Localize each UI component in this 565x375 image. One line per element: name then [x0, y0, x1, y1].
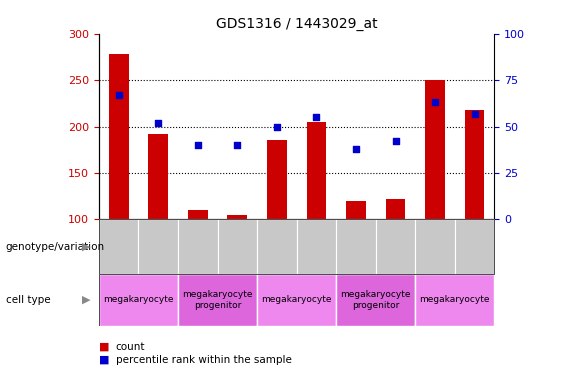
Point [312, 114, 321, 120]
Text: megakaryocyte: megakaryocyte [262, 296, 332, 304]
Bar [415, 274, 494, 326]
Bar [257, 219, 415, 274]
Bar [307, 122, 327, 219]
Text: ■: ■ [99, 355, 110, 365]
Point [431, 99, 440, 105]
Point [114, 92, 123, 98]
Text: ▶: ▶ [82, 242, 90, 252]
Text: megakaryocyte: megakaryocyte [420, 296, 490, 304]
Bar [188, 210, 208, 219]
Point [391, 138, 400, 144]
Bar [415, 219, 494, 274]
Point [193, 142, 202, 148]
Bar [465, 110, 485, 219]
Text: GATA-1deltaN mutant: GATA-1deltaN mutant [284, 242, 389, 252]
Point [470, 111, 479, 117]
Text: wild type: wild type [156, 242, 200, 252]
Bar [346, 201, 366, 219]
Title: GDS1316 / 1443029_at: GDS1316 / 1443029_at [216, 17, 377, 32]
Text: ■: ■ [99, 342, 110, 352]
Point [233, 142, 242, 148]
Bar [148, 134, 168, 219]
Bar [178, 274, 257, 326]
Bar [267, 141, 287, 219]
Text: megakaryocyte: megakaryocyte [103, 296, 173, 304]
Bar [227, 215, 247, 219]
Text: genotype/variation: genotype/variation [6, 242, 105, 252]
Bar [108, 54, 128, 219]
Text: GATA-1deltaNeo
deltaHS mutant: GATA-1deltaNeo deltaHS mutant [416, 236, 494, 257]
Bar [257, 274, 336, 326]
Point [272, 124, 281, 130]
Text: count: count [116, 342, 145, 352]
Text: cell type: cell type [6, 295, 50, 305]
Text: ▶: ▶ [82, 295, 90, 305]
Point [351, 146, 360, 152]
Point [154, 120, 163, 126]
Text: percentile rank within the sample: percentile rank within the sample [116, 355, 292, 365]
Bar [99, 219, 257, 274]
Bar [99, 274, 178, 326]
Bar [386, 199, 406, 219]
Bar [336, 274, 415, 326]
Text: megakaryocyte
progenitor: megakaryocyte progenitor [182, 290, 253, 310]
Text: megakaryocyte
progenitor: megakaryocyte progenitor [341, 290, 411, 310]
Bar [425, 80, 445, 219]
